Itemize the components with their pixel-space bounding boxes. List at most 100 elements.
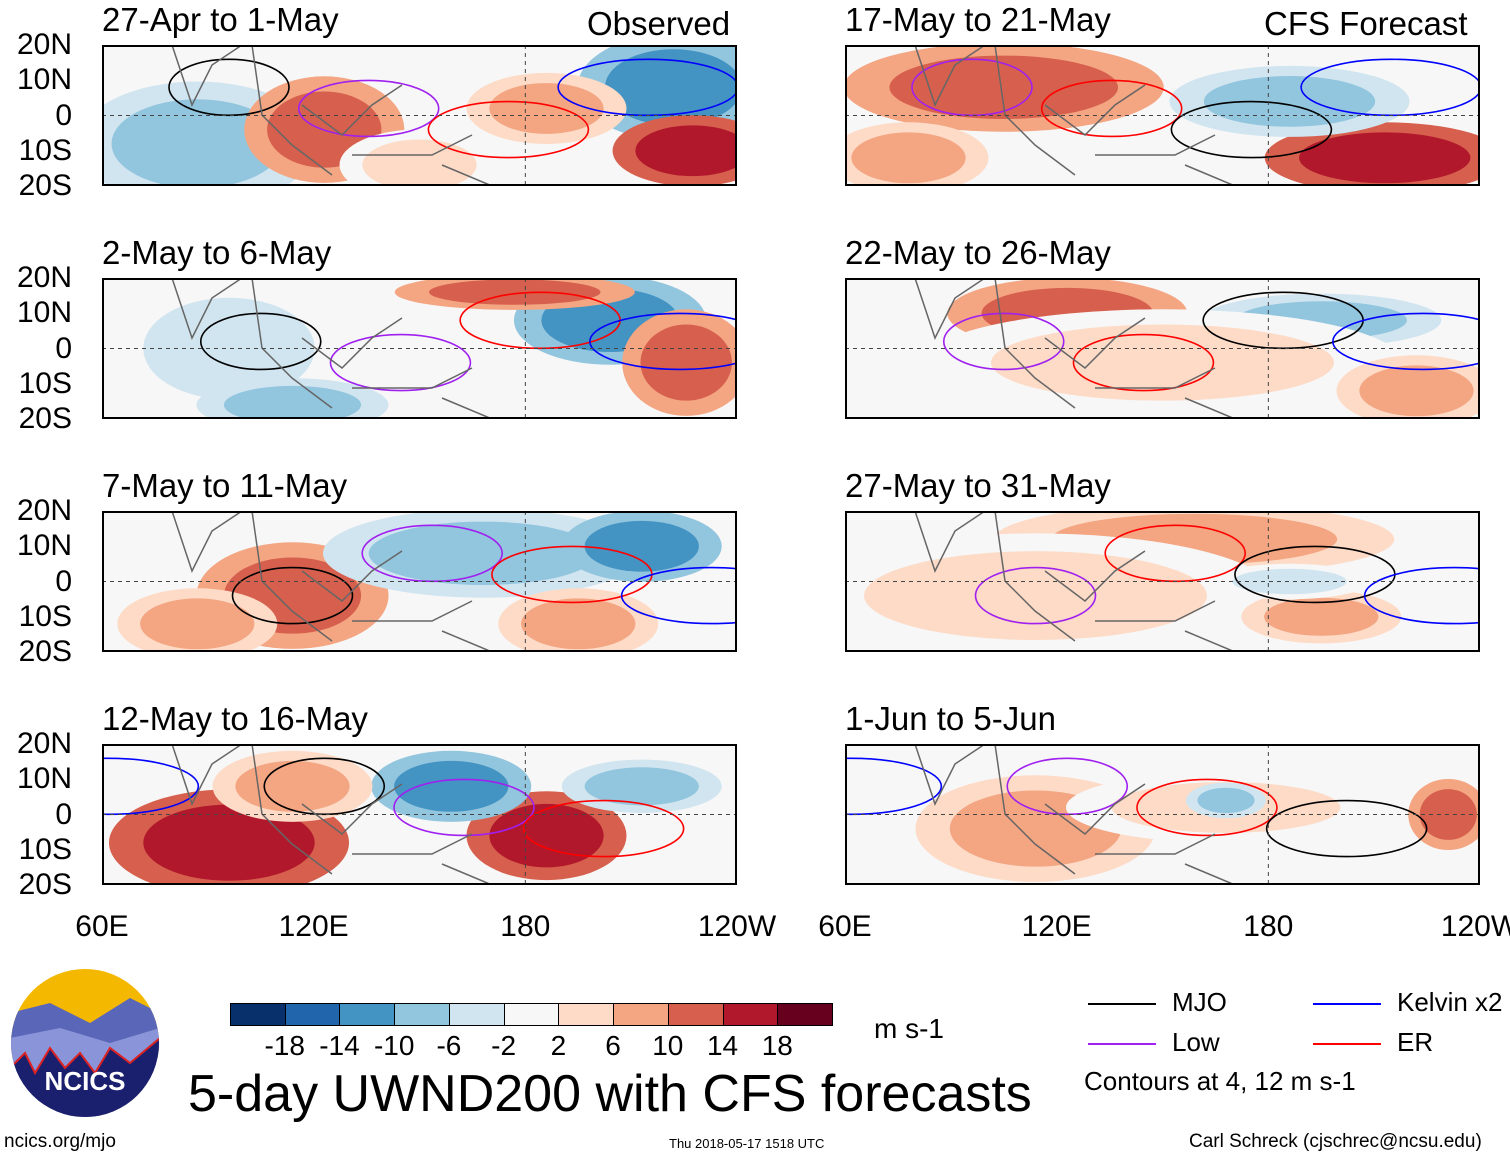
contour-line bbox=[589, 312, 737, 371]
coastline bbox=[914, 45, 1236, 186]
panel-frame bbox=[102, 744, 737, 885]
anomaly-region bbox=[489, 803, 604, 868]
contour-line bbox=[1072, 333, 1215, 392]
lon-tick-label: 120E bbox=[1021, 910, 1092, 943]
colorbar-label: -18 bbox=[264, 1030, 305, 1061]
forecast-label: CFS Forecast bbox=[1264, 5, 1468, 42]
contour-line bbox=[102, 757, 200, 816]
coastline bbox=[171, 278, 493, 419]
contour-line bbox=[297, 79, 440, 138]
lat-tick-label: 0 bbox=[55, 797, 72, 831]
anomaly-region bbox=[991, 324, 1334, 401]
panel-frame bbox=[845, 744, 1480, 885]
colorbar-swatch bbox=[339, 1003, 396, 1026]
coastline bbox=[914, 278, 1236, 419]
contour-line bbox=[263, 757, 386, 816]
anomaly-region bbox=[640, 324, 732, 401]
colorbar-label: -2 bbox=[491, 1030, 517, 1061]
contour-line bbox=[845, 757, 943, 816]
anomaly-region bbox=[140, 598, 255, 650]
timestamp: Thu 2018-05-17 1518 UTC bbox=[669, 1136, 825, 1151]
lat-tick-label: 10S bbox=[18, 599, 72, 633]
lat-tick-label: 10N bbox=[16, 63, 72, 97]
coastline bbox=[914, 511, 1236, 652]
colorbar-swatch bbox=[722, 1003, 779, 1026]
contour-line bbox=[329, 333, 472, 392]
panel-title: 17-May to 21-May bbox=[845, 1, 1111, 38]
contour-line bbox=[1170, 100, 1333, 159]
colorbar-swatch bbox=[503, 1003, 560, 1026]
anomaly-region bbox=[111, 99, 283, 186]
panel-title: 27-Apr to 1-May bbox=[102, 1, 339, 38]
lat-tick-label: 10N bbox=[16, 296, 72, 330]
legend-label: Kelvin x2 bbox=[1397, 987, 1503, 1017]
anomaly-region bbox=[521, 598, 636, 650]
lat-tick-label: 20S bbox=[18, 635, 72, 668]
colorbar-label: 6 bbox=[605, 1030, 621, 1061]
contour-line bbox=[168, 58, 290, 117]
panel-title: 22-May to 26-May bbox=[845, 234, 1111, 271]
panel-frame bbox=[845, 511, 1480, 652]
legend-line bbox=[1088, 1043, 1156, 1045]
contour-line bbox=[522, 799, 685, 858]
contour-line bbox=[1040, 79, 1183, 138]
panel-title: 12-May to 16-May bbox=[102, 700, 368, 737]
anomaly-region bbox=[223, 385, 362, 419]
legend-line bbox=[1088, 1003, 1156, 1005]
panel-frame bbox=[102, 511, 737, 652]
lat-tick-label: 20S bbox=[18, 402, 72, 435]
legend-line bbox=[1313, 1003, 1381, 1005]
anomaly-region bbox=[864, 551, 1207, 641]
lat-tick-label: 20N bbox=[16, 261, 72, 294]
map-panel bbox=[845, 744, 1480, 885]
colorbar-label: 18 bbox=[761, 1030, 793, 1061]
lat-tick-label: 20N bbox=[16, 28, 72, 61]
legend-label: Low bbox=[1172, 1027, 1220, 1057]
contour-line bbox=[911, 58, 1033, 117]
credit: Carl Schreck (cjschrec@ncsu.edu) bbox=[1189, 1131, 1482, 1152]
map-panel bbox=[102, 45, 737, 186]
coastline bbox=[914, 744, 1236, 885]
panel-title: 2-May to 6-May bbox=[102, 234, 332, 271]
panel-title: 7-May to 11-May bbox=[102, 467, 348, 504]
lat-tick-label: 10S bbox=[18, 133, 72, 167]
contour-line bbox=[199, 312, 322, 371]
legend-line bbox=[1313, 1043, 1381, 1045]
lat-tick-label: 0 bbox=[55, 331, 72, 365]
lat-tick-label: 20S bbox=[18, 169, 72, 202]
lat-tick-label: 0 bbox=[55, 564, 72, 598]
contour-line bbox=[1136, 778, 1278, 837]
lat-tick-label: 0 bbox=[55, 98, 72, 132]
anomaly-region bbox=[584, 767, 699, 806]
colorbar-label: -14 bbox=[319, 1030, 360, 1061]
colorbar-label: 14 bbox=[706, 1030, 739, 1061]
lat-tick-label: 20N bbox=[16, 727, 72, 760]
contour-line bbox=[393, 778, 535, 837]
contour-line bbox=[1363, 566, 1480, 625]
url-text[interactable]: ncics.org/mjo bbox=[4, 1131, 116, 1152]
anomaly-region bbox=[368, 521, 598, 586]
contour-line bbox=[942, 312, 1065, 371]
contour-line bbox=[231, 566, 354, 625]
lon-tick-label: 180 bbox=[1243, 910, 1294, 943]
anomaly-region bbox=[1197, 787, 1255, 814]
lat-tick-label: 10N bbox=[16, 529, 72, 563]
contour-line bbox=[427, 100, 590, 159]
anomaly-region bbox=[1264, 597, 1379, 636]
colorbar-swatch bbox=[448, 1003, 505, 1026]
lat-tick-label: 10S bbox=[18, 366, 72, 400]
lat-tick-label: 20S bbox=[18, 868, 72, 901]
lat-tick-label: 20N bbox=[16, 494, 72, 527]
colorbar-label: -6 bbox=[436, 1030, 462, 1061]
svg-text:NCICS: NCICS bbox=[45, 1066, 126, 1096]
anomaly-region bbox=[604, 49, 737, 126]
colorbar-swatch bbox=[613, 1003, 669, 1026]
lon-tick-label: 60E bbox=[818, 910, 872, 943]
anomaly-region bbox=[362, 139, 477, 186]
contour-line bbox=[620, 566, 737, 625]
map-panel bbox=[102, 511, 737, 652]
observed-label: Observed bbox=[587, 5, 731, 42]
anomaly-region bbox=[394, 760, 509, 812]
colorbar-label: 2 bbox=[550, 1030, 567, 1061]
